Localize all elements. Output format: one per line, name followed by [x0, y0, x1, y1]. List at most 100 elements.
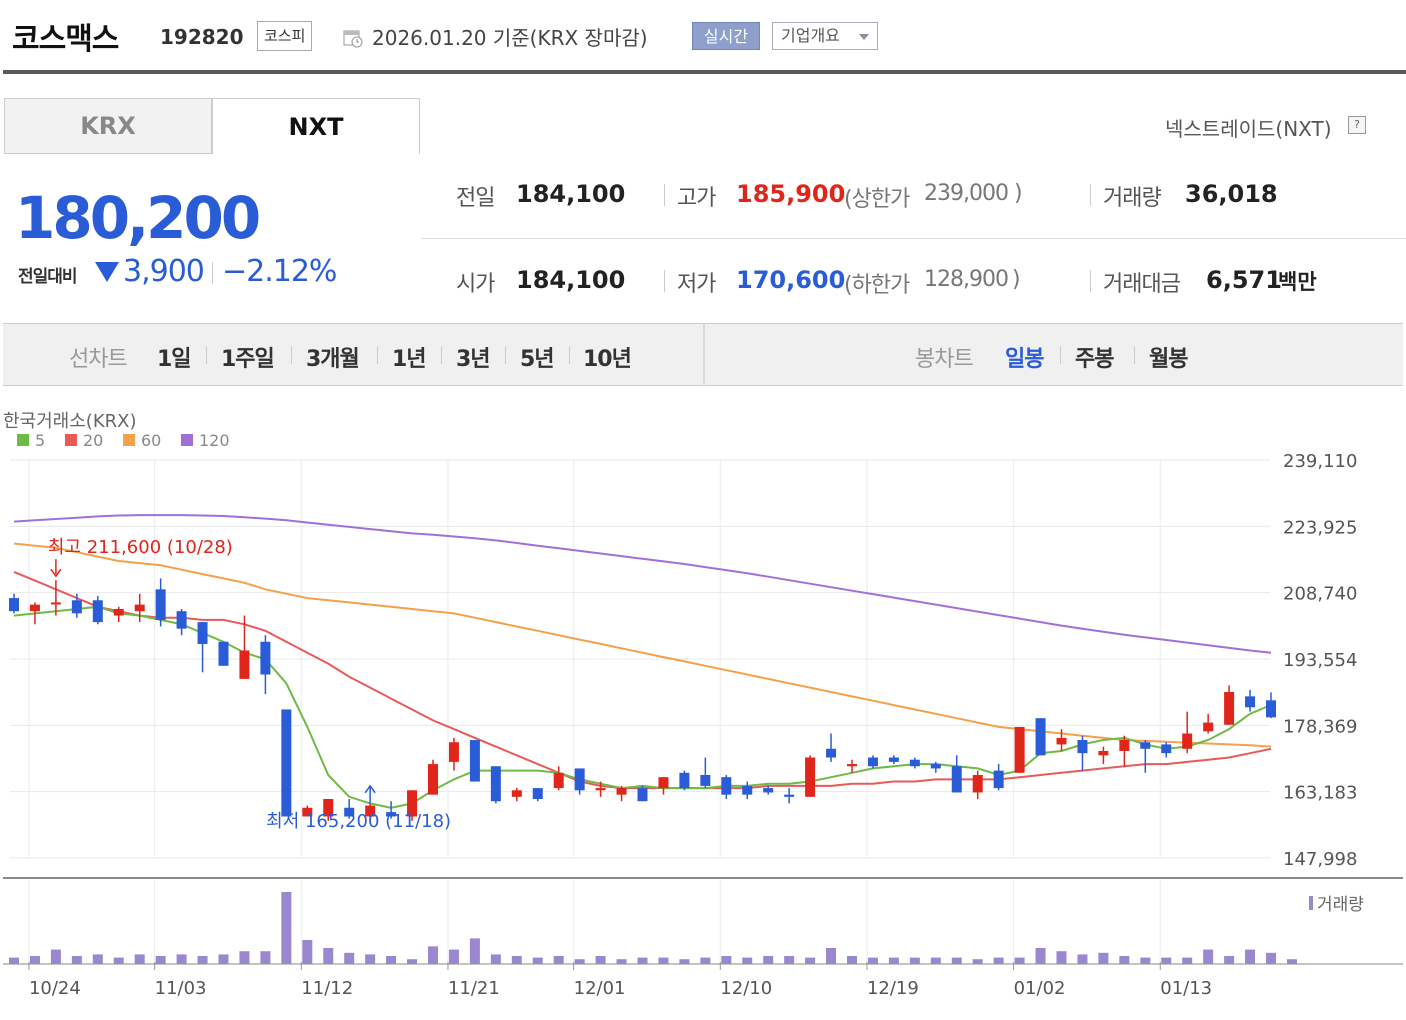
- candle-body: [637, 788, 648, 802]
- volume-bar: [679, 959, 690, 964]
- candle-body: [888, 757, 899, 762]
- candle-body: [50, 602, 61, 605]
- period-10y[interactable]: 10년: [583, 347, 632, 372]
- period-3m[interactable]: 3개월: [306, 347, 360, 372]
- candle-body: [1245, 696, 1256, 708]
- candle-body: [1203, 722, 1214, 732]
- volume-bar: [553, 956, 564, 964]
- volume-bar: [616, 959, 627, 964]
- candle-body: [616, 788, 627, 795]
- period-1d[interactable]: 1일: [157, 347, 192, 372]
- candle-body: [1266, 700, 1276, 718]
- volume-bar: [1286, 959, 1297, 964]
- volume-bar: [71, 956, 82, 964]
- candle-body: [1119, 740, 1130, 751]
- volume-bar: [826, 948, 837, 964]
- candle-body: [29, 604, 40, 612]
- candle-body: [302, 807, 313, 817]
- volume-bar: [197, 956, 208, 964]
- candle-monthly[interactable]: 월봉: [1149, 347, 1188, 372]
- candle-body: [847, 764, 857, 767]
- change-amount: 3,900: [123, 254, 205, 289]
- volume-bar: [50, 949, 61, 964]
- volume-bar: [1014, 957, 1025, 964]
- y-tick-label: 163,183: [1283, 783, 1357, 804]
- x-tick-label: 12/01: [574, 978, 626, 999]
- upper-limit-value: 239,000: [924, 181, 1009, 206]
- candle-body: [763, 788, 774, 793]
- period-1y[interactable]: 1년: [392, 347, 427, 372]
- candle-body: [428, 764, 438, 795]
- candle-body: [805, 757, 816, 797]
- volume-bar: [134, 954, 145, 964]
- candle-body: [742, 785, 753, 795]
- candle-body: [1014, 726, 1025, 773]
- candle-daily[interactable]: 일봉: [1005, 347, 1044, 372]
- divider: [1060, 346, 1061, 364]
- volume-bar: [511, 956, 522, 964]
- divider: [206, 346, 207, 364]
- down-arrow-icon: [95, 262, 119, 282]
- candle-body: [239, 650, 250, 679]
- legend-label: 5: [35, 431, 45, 450]
- candle-body: [930, 764, 941, 769]
- candle-body: [700, 774, 711, 786]
- volume-bar: [1224, 956, 1235, 964]
- candle-body: [281, 709, 292, 817]
- divider: [505, 346, 506, 364]
- candle-body: [1224, 691, 1235, 725]
- company-overview-button[interactable]: 기업개요: [772, 22, 878, 50]
- y-tick-label: 208,740: [1283, 584, 1357, 605]
- volume-bar: [1077, 954, 1088, 964]
- volume-label: 거래량: [1103, 186, 1162, 211]
- volume-bar: [1035, 948, 1046, 964]
- candle-body: [867, 757, 878, 767]
- candle-body: [448, 742, 459, 762]
- candle-body: [113, 609, 124, 616]
- candle-body: [218, 641, 229, 666]
- candle-weekly[interactable]: 주봉: [1075, 347, 1114, 372]
- period-3y[interactable]: 3년: [456, 347, 491, 372]
- low-annotation: 최저 165,200 (11/18): [266, 811, 451, 832]
- candle-body: [1161, 744, 1172, 754]
- candle-body: [658, 777, 669, 789]
- chevron-down-icon: [859, 34, 869, 40]
- legend-swatch: [17, 434, 29, 446]
- ma120-line: [13, 514, 1272, 654]
- x-tick-label: 11/12: [301, 978, 353, 999]
- candle-body: [134, 604, 145, 612]
- volume-bar: [260, 951, 271, 964]
- line-chart-label: 선차트: [69, 347, 128, 372]
- tab-krx[interactable]: KRX: [4, 98, 212, 154]
- volume-bar: [867, 957, 878, 964]
- divider: [664, 270, 665, 292]
- x-tick-label: 11/21: [448, 978, 500, 999]
- change-label: 전일대비: [18, 267, 78, 287]
- low-value: 170,600: [736, 266, 846, 294]
- legend-label: 120: [199, 431, 230, 450]
- volume-bar: [490, 954, 501, 964]
- help-icon[interactable]: ?: [1348, 116, 1366, 134]
- candle-body: [1077, 740, 1088, 754]
- x-tick-label: 10/24: [29, 978, 81, 999]
- divider: [212, 262, 213, 284]
- high-arrow-head: [50, 568, 62, 578]
- x-tick-label: 12/19: [867, 978, 919, 999]
- chart-source: 한국거래소(KRX): [3, 411, 137, 432]
- volume-bar: [365, 954, 376, 964]
- prev-close-label: 전일: [456, 186, 495, 211]
- candle-body: [407, 790, 418, 817]
- volume-bar: [113, 957, 124, 964]
- period-5y[interactable]: 5년: [520, 347, 555, 372]
- market-badge: 코스피: [257, 21, 313, 51]
- x-tick-label: 01/13: [1160, 978, 1212, 999]
- tab-nxt[interactable]: NXT: [212, 98, 420, 154]
- divider: [291, 346, 292, 364]
- divider: [441, 346, 442, 364]
- period-1w[interactable]: 1주일: [221, 347, 275, 372]
- calendar-icon: [343, 30, 363, 48]
- divider: [664, 184, 665, 206]
- candle-body: [511, 790, 522, 797]
- upper-limit-close: ): [1014, 181, 1023, 206]
- realtime-button[interactable]: 실시간: [692, 22, 760, 50]
